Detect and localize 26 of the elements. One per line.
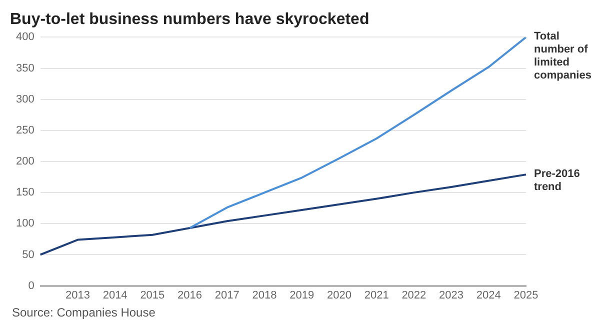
x-tick-label: 2016 [178,289,202,302]
x-tick-label: 2014 [102,289,128,302]
series-label: Pre-2016 trend [534,168,580,194]
x-tick-label: 2013 [65,289,90,302]
series-label: Total number of limited companies [534,30,592,82]
x-tick-label: 2021 [364,289,389,302]
y-tick-label: 350 [16,62,34,74]
y-tick-label: 100 [16,218,34,230]
source-note: Source: Companies House [12,305,156,320]
x-tick-label: 2025 [514,289,538,302]
x-tick-label: 2019 [290,289,314,302]
y-tick-label: 0 [28,280,34,292]
y-tick-label: 150 [16,186,34,199]
x-tick-label: 2015 [140,289,165,302]
y-tick-label: 250 [16,124,34,136]
y-tick-label: 300 [16,93,34,106]
x-tick-label: 2018 [252,289,277,302]
x-tick-label: 2017 [214,289,240,302]
x-tick-label: 2023 [439,289,464,302]
x-tick-label: 2022 [402,289,426,302]
y-tick-label: 400 [16,31,34,44]
x-tick-label: 2020 [326,289,352,302]
chart-title: Buy-to-let business numbers have skyrocketed [10,11,370,28]
y-tick-label: 50 [22,248,34,261]
y-tick-label: 200 [16,156,34,168]
x-tick-label: 2024 [476,289,501,302]
